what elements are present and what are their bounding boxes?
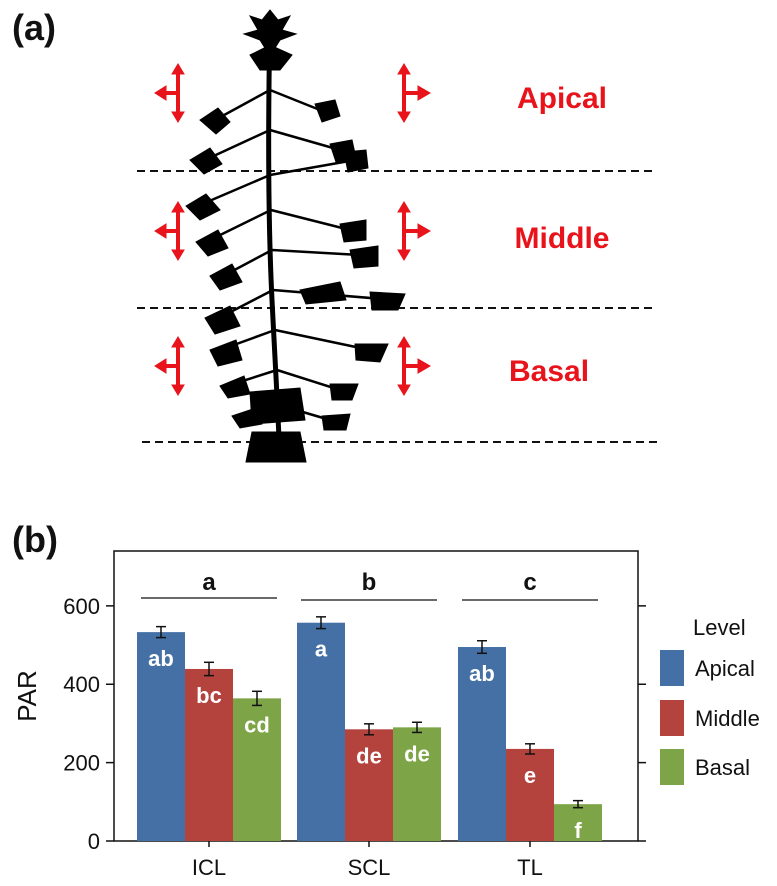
bar-letter-label: f: [574, 818, 582, 843]
x-tick-label: SCL: [348, 855, 391, 880]
bar-letter-label: ab: [148, 646, 174, 671]
plant-silhouette-icon: [185, 9, 406, 463]
bar-basal-scl: [393, 727, 441, 841]
level-label-apical: Apical: [517, 82, 607, 115]
bar-basal-tl: [554, 804, 602, 841]
panel-b-label: (b): [12, 519, 58, 560]
legend-title: Level: [693, 615, 746, 640]
legend-label-apical: Apical: [695, 656, 755, 681]
bar-middle-tl: [506, 748, 554, 841]
bar-letter-label: de: [356, 743, 382, 768]
apical-arrows: [154, 63, 431, 123]
basal-arrows: [154, 336, 431, 396]
left-arrow-icon: [154, 63, 185, 123]
bar-middle-scl: [345, 729, 393, 841]
group-letter-label: c: [523, 569, 536, 596]
level-label-basal: Basal: [509, 355, 589, 388]
bar-letter-label: de: [404, 741, 430, 766]
bar-letter-label: a: [315, 637, 328, 662]
y-axis: 0 200 400 600: [63, 594, 646, 854]
y-tick-label: 600: [63, 594, 100, 619]
panel-a-label: (a): [12, 7, 56, 48]
group-annotations: a b c: [141, 569, 598, 601]
bar-apical-scl: [297, 622, 345, 841]
bar-basal-icl: [233, 698, 281, 841]
legend: Level Apical Middle Basal: [660, 615, 760, 785]
legend-swatch-middle: [660, 700, 684, 736]
left-arrow-icon: [154, 336, 185, 396]
legend-label-basal: Basal: [695, 755, 750, 780]
right-arrow-icon: [397, 201, 431, 261]
bar-apical-tl: [458, 647, 506, 841]
bar-letter-label: bc: [196, 683, 222, 708]
panel-a: (a): [12, 7, 662, 463]
right-arrow-icon: [397, 336, 431, 396]
x-tick-label: TL: [517, 855, 543, 880]
group-letter-label: a: [202, 569, 216, 596]
bar-letter-label: cd: [244, 712, 270, 737]
group-letter-label: b: [362, 569, 377, 596]
middle-arrows: [154, 201, 431, 261]
y-tick-label: 400: [63, 672, 100, 697]
level-label-middle: Middle: [515, 222, 610, 255]
bar-middle-icl: [185, 668, 233, 841]
y-tick-label: 0: [88, 829, 100, 854]
right-arrow-icon: [397, 63, 431, 123]
y-axis-label: PAR: [12, 670, 42, 722]
legend-swatch-apical: [660, 650, 684, 686]
left-arrow-icon: [154, 201, 185, 261]
y-tick-label: 200: [63, 751, 100, 776]
bar-letter-label: ab: [469, 661, 495, 686]
bar-letter-label: e: [524, 763, 536, 788]
bar-apical-icl: [137, 632, 185, 841]
legend-label-middle: Middle: [695, 706, 760, 731]
x-tick-label: ICL: [192, 855, 226, 880]
legend-swatch-basal: [660, 749, 684, 785]
x-axis: ICL SCL TL: [192, 841, 543, 880]
